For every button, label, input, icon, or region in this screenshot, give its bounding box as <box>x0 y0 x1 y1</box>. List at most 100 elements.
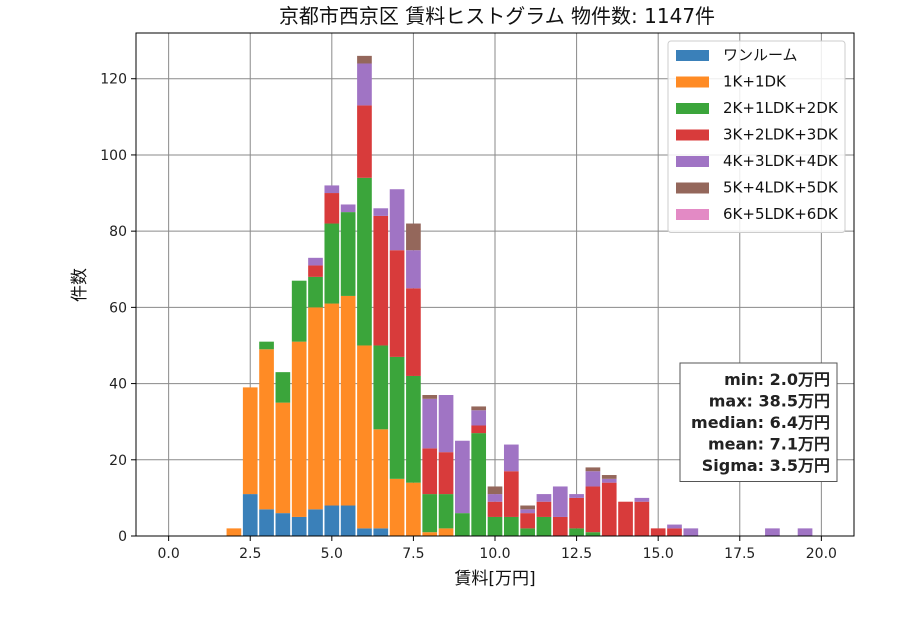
bar-segment <box>552 486 568 517</box>
bar-segment <box>406 250 421 289</box>
bar-segment <box>601 482 617 536</box>
x-ticks: 0.0 2.5 5.0 7.5 10.0 12.5 15.0 17.5 20.0 <box>158 536 837 562</box>
stats-line: median: 6.4万円 <box>691 413 830 432</box>
bar-segment <box>520 505 535 510</box>
x-tick-label: 12.5 <box>561 546 592 562</box>
bar-segment <box>503 516 519 536</box>
legend-label: 6K+5LDK+6DK <box>723 205 839 223</box>
legend: ワンルーム 1K+1DK 2K+1LDK+2DK 3K+2LDK+3DK 4K+3LDK… <box>667 40 846 233</box>
bar-segment <box>422 448 438 495</box>
bar-segment <box>503 444 519 472</box>
bar-segment <box>618 501 633 536</box>
bar-segment <box>487 486 503 495</box>
bar-segment <box>536 516 552 536</box>
bar-segment <box>291 516 307 536</box>
legend-swatch <box>676 129 709 141</box>
bar-segment <box>275 402 291 514</box>
x-tick-label: 10.0 <box>479 546 510 562</box>
bar-segment <box>487 494 503 502</box>
bar-segment <box>357 345 372 529</box>
y-ticks: 0 20 40 60 80 100 120 <box>100 72 136 545</box>
stats-frame <box>679 362 838 482</box>
bar-segment <box>373 429 389 529</box>
y-tick-label: 80 <box>109 224 127 240</box>
bar-segment <box>765 528 780 536</box>
bar-segment <box>471 425 487 434</box>
x-axis-label: 賃料[万円] <box>454 569 535 589</box>
legend-swatch <box>676 103 709 114</box>
bar-segment <box>455 440 470 514</box>
bar-segment <box>667 528 682 536</box>
bar-segment <box>406 375 421 483</box>
bar-segment <box>324 185 340 194</box>
bar-segment <box>357 105 372 178</box>
bar-segment <box>324 303 340 506</box>
legend-swatch <box>676 50 709 61</box>
bar-segment <box>291 280 307 342</box>
bar-segment <box>291 341 307 517</box>
bar-segment <box>438 494 454 529</box>
x-tick-label: 7.5 <box>402 546 424 562</box>
bar-segment <box>242 387 258 495</box>
bar-segment <box>438 452 454 495</box>
bar-segment <box>438 395 454 453</box>
bar-segment <box>650 528 666 536</box>
bar-segment <box>373 528 389 536</box>
bar-segment <box>357 177 372 346</box>
legend-label: 5K+4LDK+5DK <box>723 179 839 197</box>
y-tick-label: 60 <box>109 300 127 316</box>
bar-segment <box>503 471 519 517</box>
bar-segment <box>422 398 438 449</box>
y-tick-label: 0 <box>118 529 127 545</box>
stats-line: Sigma: 3.5万円 <box>702 456 830 475</box>
bar-segment <box>601 478 617 483</box>
legend-swatch <box>676 156 709 167</box>
bar-segment <box>569 497 584 529</box>
y-tick-label: 20 <box>109 453 127 469</box>
bar-segment <box>389 250 405 357</box>
bar-segment <box>422 395 438 399</box>
legend-label: 3K+2LDK+3DK <box>723 126 839 144</box>
bar-segment <box>324 193 340 224</box>
bar-segment <box>340 505 356 536</box>
bar-segment <box>406 482 421 536</box>
x-tick-label: 17.5 <box>724 546 755 562</box>
bar-segment <box>373 345 389 430</box>
y-tick-label: 120 <box>100 72 127 88</box>
bar-segment <box>324 223 340 304</box>
bar-segment <box>569 494 584 498</box>
legend-swatch <box>676 209 709 220</box>
bar-segment <box>275 372 291 403</box>
bar-segment <box>536 501 552 517</box>
stats-line: mean: 7.1万円 <box>708 435 830 454</box>
legend-label: ワンルーム <box>723 46 798 64</box>
x-tick-label: 20.0 <box>806 546 837 562</box>
stats-line: max: 38.5万円 <box>709 392 830 411</box>
y-axis-label: 件数 <box>70 268 90 302</box>
legend-swatch <box>676 182 709 194</box>
bar-segment <box>242 494 258 536</box>
bar-segment <box>520 509 535 514</box>
bar-segment <box>259 341 274 350</box>
legend-frame <box>667 40 846 233</box>
bar-segment <box>389 356 405 479</box>
legend-label: 2K+1LDK+2DK <box>723 99 839 117</box>
bar-segment <box>585 467 601 472</box>
bar-segment <box>552 516 568 536</box>
legend-label: 1K+1DK <box>723 73 787 91</box>
x-tick-label: 5.0 <box>321 546 343 562</box>
bar-segment <box>422 494 438 533</box>
bar-segment <box>520 528 535 536</box>
bar-segment <box>373 215 389 346</box>
bar-segment <box>422 532 438 536</box>
bar-segment <box>438 528 454 536</box>
bar-segment <box>259 509 274 536</box>
x-tick-label: 0.0 <box>158 546 180 562</box>
stats-line: min: 2.0万円 <box>724 370 830 389</box>
bar-segment <box>585 486 601 533</box>
bar-segment <box>406 288 421 376</box>
legend-swatch <box>676 76 709 88</box>
bar-segment <box>683 528 699 536</box>
